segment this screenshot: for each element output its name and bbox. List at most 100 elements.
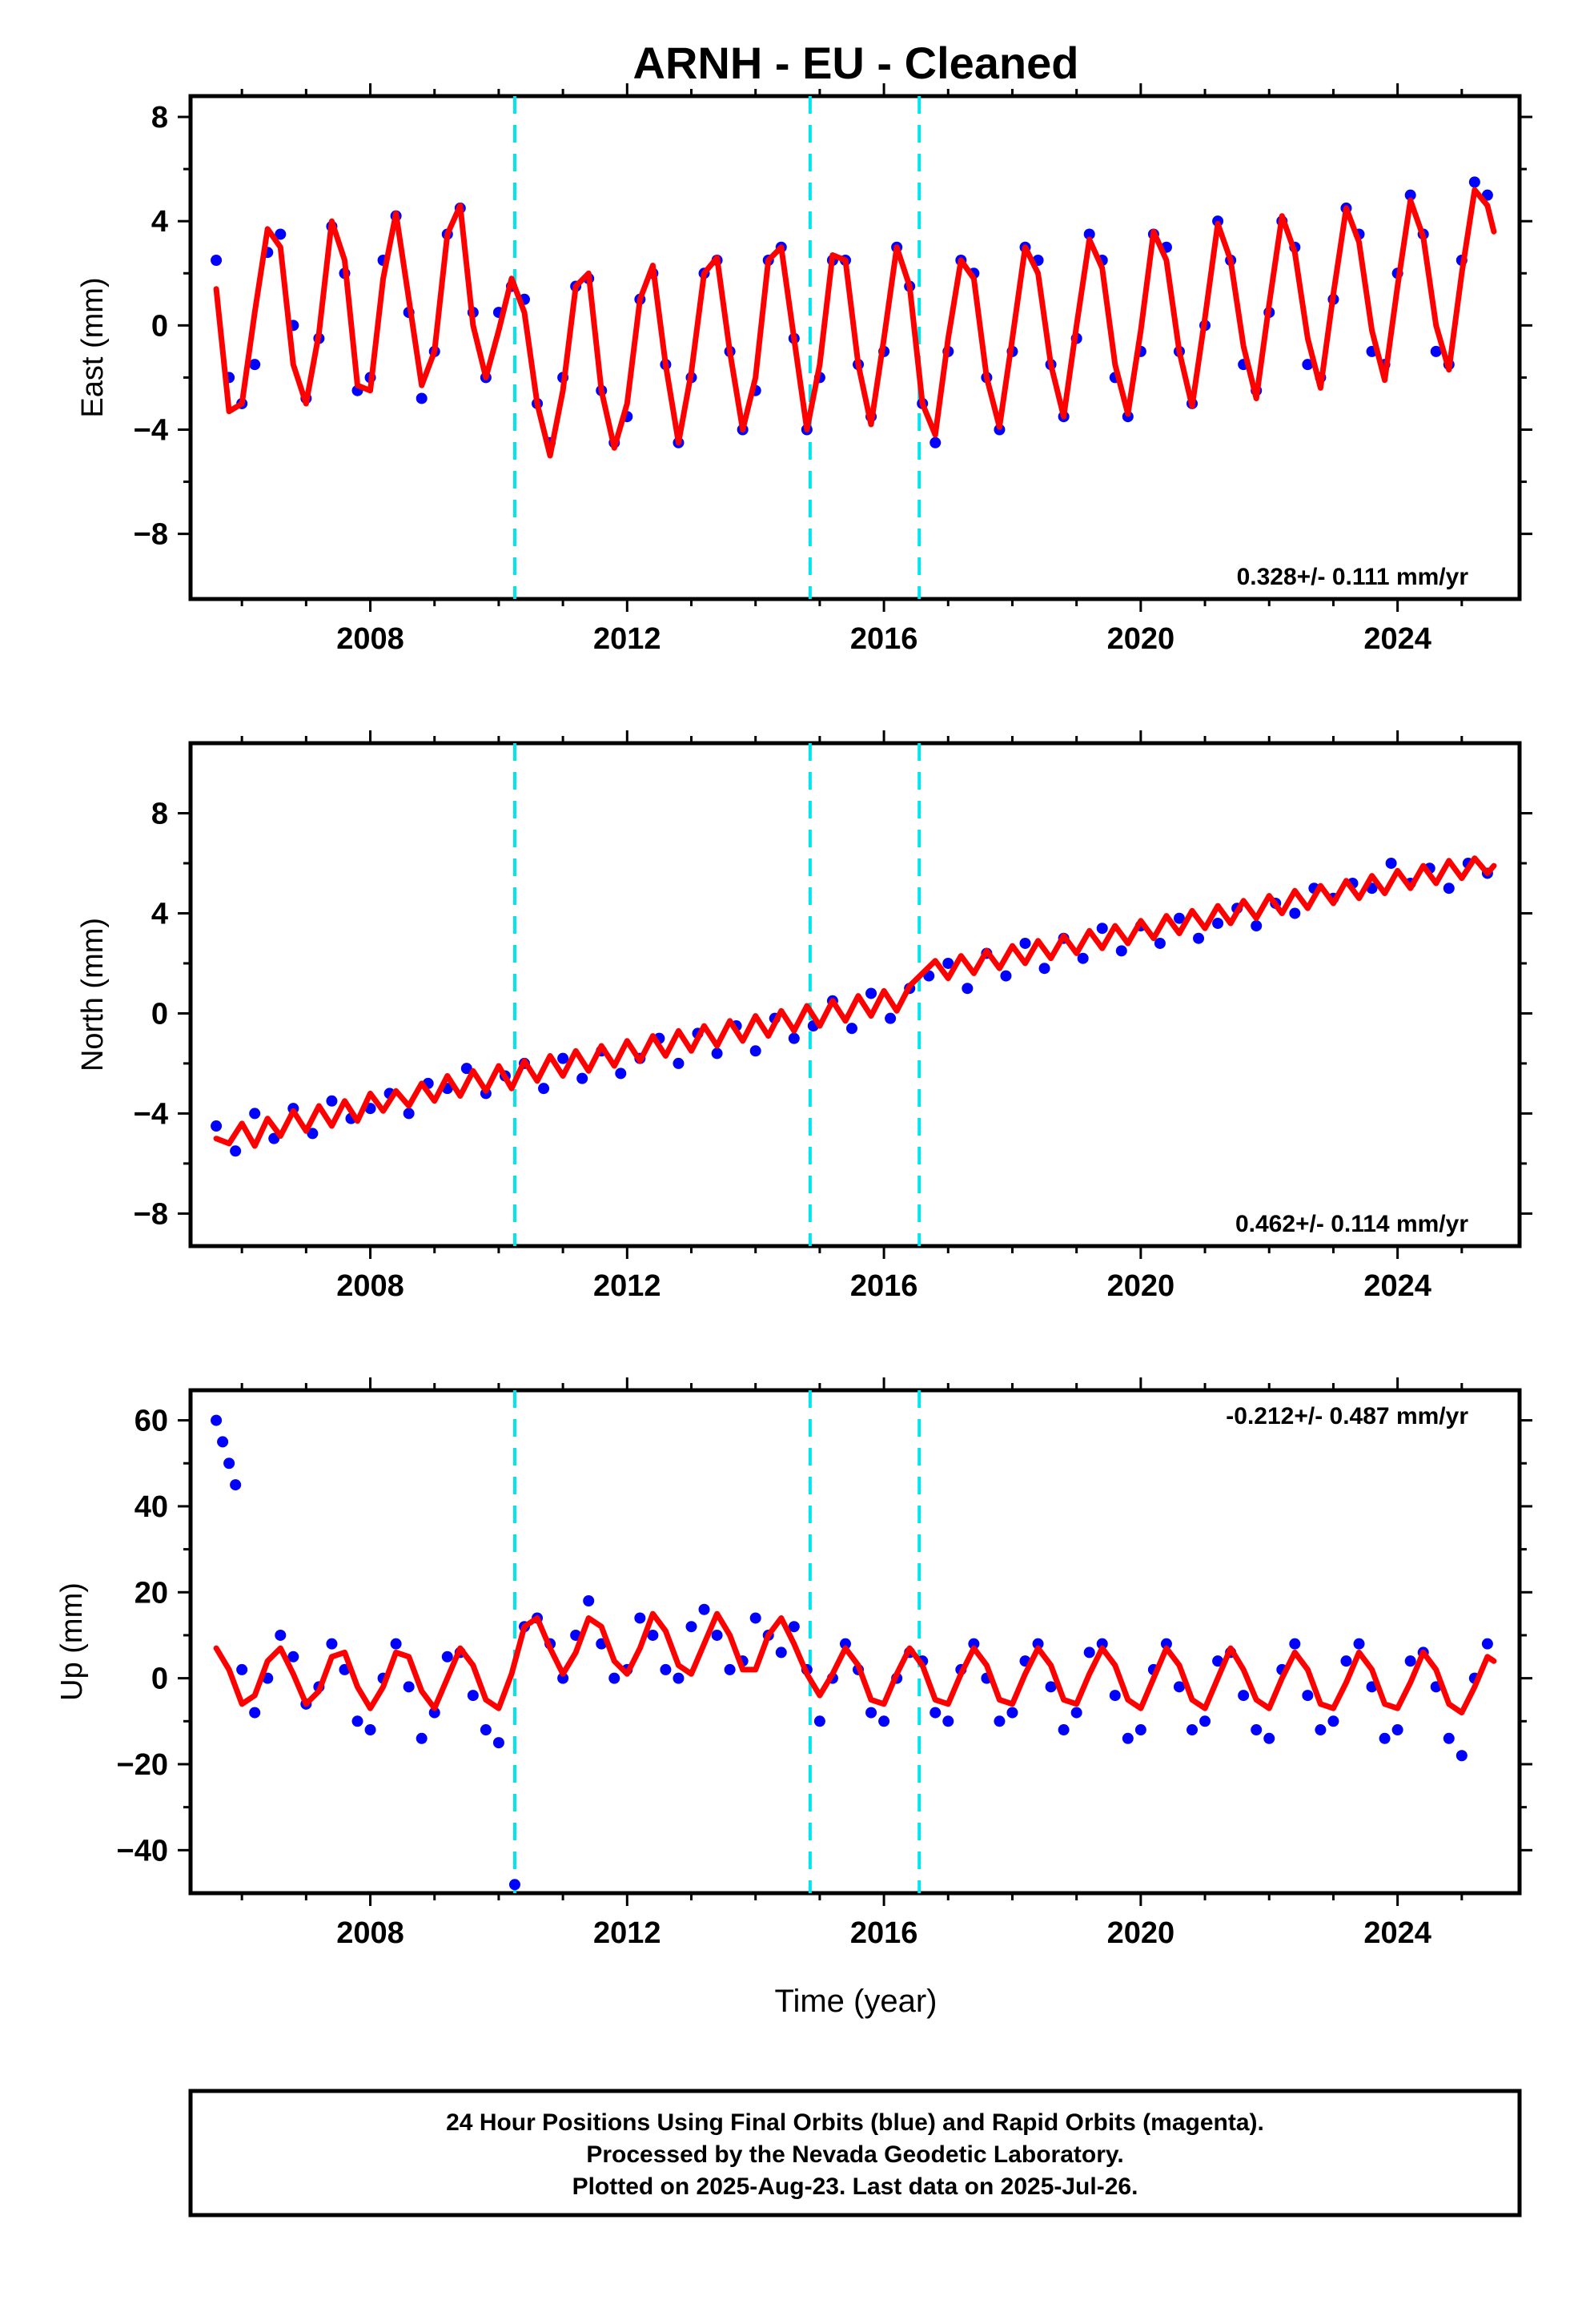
east-rate-label: 0.328+/- 0.111 mm/yr bbox=[1237, 564, 1469, 590]
up-data-point bbox=[249, 1707, 261, 1719]
north-data-point bbox=[1385, 857, 1397, 869]
up-x-tick-label: 2008 bbox=[336, 1916, 404, 1950]
east-y-tick-label: −4 bbox=[134, 413, 168, 447]
north-data-point bbox=[1289, 907, 1301, 919]
up-data-point bbox=[711, 1629, 723, 1641]
north-data-point bbox=[1251, 920, 1263, 932]
panel-up: 2008 2012 2016 2020 2024 −40 −20 0 20 40 60 Up (mm)… bbox=[55, 1377, 1532, 1950]
north-data-point bbox=[1038, 963, 1050, 975]
footer-line-3: Plotted on 2025-Aug-23. Last data on 202… bbox=[572, 2173, 1138, 2200]
east-y-tick-label: 0 bbox=[151, 309, 168, 343]
north-data-point bbox=[749, 1045, 761, 1057]
up-data-point bbox=[1134, 1724, 1146, 1736]
up-plot-frame bbox=[188, 1388, 1522, 1896]
up-data-point bbox=[839, 1638, 851, 1650]
up-data-point bbox=[749, 1612, 761, 1624]
up-data-point bbox=[1173, 1681, 1185, 1693]
up-x-tick-label: 2024 bbox=[1363, 1916, 1431, 1950]
east-data-point bbox=[249, 359, 261, 371]
up-data-point bbox=[813, 1715, 825, 1727]
up-data-point bbox=[994, 1715, 1006, 1727]
north-data-point bbox=[845, 1023, 857, 1035]
up-data-point bbox=[673, 1672, 685, 1684]
panel-east: 2008 2012 2016 2020 2024 −8 −4 0 4 8 East (mm) 0.32… bbox=[76, 83, 1532, 656]
up-data-point bbox=[968, 1638, 980, 1650]
north-data-point bbox=[885, 1012, 897, 1024]
up-data-point bbox=[942, 1715, 954, 1727]
chart-title: ARNH - EU - Cleaned bbox=[633, 38, 1079, 88]
up-y-axis-label: Up (mm) bbox=[55, 1582, 89, 1701]
up-y-tick-label: 20 bbox=[135, 1576, 168, 1610]
footer-box: 24 Hour Positions Using Final Orbits (bl… bbox=[188, 2089, 1522, 2217]
north-plot-frame bbox=[188, 741, 1522, 1248]
up-data-point bbox=[724, 1663, 736, 1675]
up-data-point bbox=[364, 1724, 376, 1736]
up-data-point bbox=[223, 1458, 235, 1470]
north-data-point bbox=[1173, 912, 1185, 924]
east-x-tick-label: 2012 bbox=[593, 622, 661, 656]
north-data-point bbox=[557, 1052, 569, 1064]
north-y-tick-label: −4 bbox=[134, 1097, 168, 1131]
up-data-point bbox=[1379, 1732, 1391, 1744]
up-data-point bbox=[1058, 1724, 1070, 1736]
north-data-point bbox=[865, 987, 877, 999]
up-data-point bbox=[403, 1681, 415, 1693]
up-data-point bbox=[1212, 1655, 1224, 1667]
north-data-point bbox=[673, 1057, 685, 1069]
north-data-point bbox=[1096, 923, 1108, 935]
up-data-point bbox=[1160, 1638, 1172, 1650]
east-data-point bbox=[930, 436, 942, 448]
up-y-tick-label: −20 bbox=[117, 1748, 168, 1782]
up-data-point bbox=[583, 1595, 595, 1607]
east-y-tick-label: 8 bbox=[151, 101, 168, 135]
north-data-point bbox=[1154, 937, 1166, 949]
north-data-point bbox=[460, 1063, 472, 1075]
up-data-point bbox=[390, 1638, 402, 1650]
up-data-point bbox=[508, 1879, 520, 1891]
up-data-point bbox=[1122, 1732, 1134, 1744]
up-data-point bbox=[1238, 1690, 1250, 1702]
up-data-point bbox=[1186, 1724, 1199, 1736]
up-data-point bbox=[467, 1690, 479, 1702]
up-data-point bbox=[1251, 1724, 1263, 1736]
up-data-point bbox=[236, 1663, 248, 1675]
up-y-tick-label: 60 bbox=[135, 1405, 168, 1438]
up-data-point bbox=[1199, 1715, 1211, 1727]
x-axis-label: Time (year) bbox=[775, 1984, 938, 2019]
footer-line-2: Processed by the Nevada Geodetic Laborat… bbox=[586, 2141, 1123, 2168]
north-data-point bbox=[711, 1047, 723, 1059]
north-y-tick-label: 0 bbox=[151, 997, 168, 1031]
east-model-curve bbox=[213, 187, 1497, 459]
up-data-point bbox=[217, 1436, 229, 1448]
up-y-tick-label: 0 bbox=[151, 1663, 168, 1696]
up-data-point bbox=[788, 1621, 800, 1633]
up-data-point bbox=[1353, 1638, 1365, 1650]
up-data-point bbox=[275, 1629, 287, 1641]
up-data-point bbox=[492, 1737, 504, 1749]
north-data-point bbox=[403, 1108, 415, 1120]
up-model-curve bbox=[213, 1610, 1497, 1716]
up-data-point bbox=[878, 1715, 890, 1727]
north-data-point bbox=[538, 1083, 550, 1095]
up-data-point bbox=[1006, 1707, 1018, 1719]
north-y-tick-label: 4 bbox=[151, 897, 168, 931]
north-data-point bbox=[1443, 883, 1455, 895]
north-data-point bbox=[1000, 970, 1012, 982]
north-y-tick-label: 8 bbox=[151, 797, 168, 830]
up-data-point bbox=[775, 1647, 787, 1659]
up-data-point bbox=[1327, 1715, 1339, 1727]
north-data-point bbox=[942, 957, 954, 969]
north-data-point bbox=[1077, 952, 1089, 964]
up-x-tick-label: 2016 bbox=[850, 1916, 918, 1950]
north-data-point bbox=[1212, 917, 1224, 929]
east-y-axis-label: East (mm) bbox=[76, 277, 110, 417]
up-data-point bbox=[1096, 1638, 1108, 1650]
up-data-point bbox=[1263, 1732, 1275, 1744]
panel-north: 2008 2012 2016 2020 2024 −8 −4 0 4 8 North (mm) 0.4… bbox=[76, 730, 1532, 1303]
north-x-tick-label: 2012 bbox=[593, 1269, 661, 1303]
up-data-point bbox=[326, 1638, 338, 1650]
east-data-point bbox=[1083, 228, 1095, 240]
up-data-point bbox=[647, 1629, 659, 1641]
east-data-point bbox=[1430, 345, 1442, 357]
east-x-tick-label: 2024 bbox=[1363, 622, 1431, 656]
